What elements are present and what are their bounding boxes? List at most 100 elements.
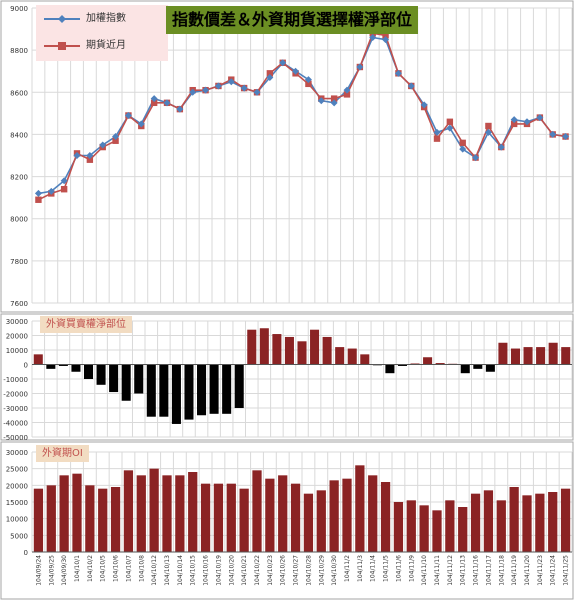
panel-frame-futures-oi: [0, 441, 574, 600]
x-tick-label: 104/10/14: [177, 555, 184, 586]
bar: [33, 354, 43, 365]
bar: [310, 329, 320, 365]
x-tick-label: 104/10/5: [100, 555, 107, 582]
data-point-series-2: [459, 139, 466, 147]
bar: [72, 473, 82, 552]
x-tick-label: 104/11/2: [344, 555, 351, 582]
x-tick-label: 104/11/24: [550, 555, 557, 586]
y-tick-label: 30000: [6, 449, 28, 457]
bar: [419, 505, 429, 552]
data-point-series-1: [536, 114, 544, 122]
bar: [435, 363, 445, 365]
bar: [355, 465, 365, 552]
data-point-series-1: [304, 76, 312, 84]
data-point-series-1: [549, 130, 557, 138]
bar: [123, 470, 134, 552]
bar: [33, 488, 44, 552]
bar: [222, 364, 232, 414]
bar: [197, 364, 207, 416]
bar: [226, 483, 236, 552]
data-point-series-1: [150, 95, 158, 103]
bar: [385, 364, 395, 374]
y-tick-label: 8200: [10, 174, 28, 182]
bar: [239, 488, 249, 552]
data-point-series-1: [279, 59, 287, 67]
x-tick-label: 104/10/27: [293, 555, 300, 586]
bar: [342, 478, 352, 552]
y-tick-label: -20000: [3, 391, 28, 399]
x-tick-label: 104/10/13: [164, 555, 171, 586]
data-point-series-1: [253, 88, 261, 96]
data-point-series-2: [433, 135, 441, 142]
x-tick-label: 104/10/8: [138, 555, 145, 582]
bar: [432, 510, 442, 552]
y-tick-label: 25000: [6, 466, 28, 474]
x-tick-label: 104/10/6: [113, 555, 120, 582]
y-tick-label: -30000: [3, 405, 28, 413]
bar: [329, 480, 339, 552]
data-point-series-1: [330, 99, 338, 107]
y-tick-label: 0: [24, 549, 28, 557]
bar: [410, 363, 420, 365]
legend-label-series-1: 加權指數: [86, 13, 126, 24]
bar: [445, 500, 455, 552]
bar: [171, 364, 181, 424]
y-tick-label: 8800: [10, 47, 28, 55]
bar: [297, 341, 307, 365]
panel-frame-index: [0, 0, 574, 313]
x-tick-label: 104/11/4: [370, 555, 377, 582]
legend: 加權指數 期貨近月: [36, 5, 168, 61]
data-point-series-1: [34, 189, 42, 197]
data-point-series-2: [330, 95, 338, 102]
data-point-series-1: [227, 78, 235, 86]
x-tick-label: 104/10/16: [203, 555, 210, 586]
bar: [184, 364, 194, 420]
bar: [548, 342, 558, 365]
bar: [59, 475, 69, 552]
bar: [46, 485, 56, 552]
x-tick-label: 104/09/24: [35, 555, 42, 586]
bar: [347, 348, 357, 365]
y-tick-label: 15000: [6, 499, 28, 507]
bar: [265, 478, 275, 552]
data-point-series-2: [60, 186, 68, 193]
bar: [290, 483, 301, 552]
y-tick-label: 30000: [6, 318, 28, 326]
y-tick-label: 20000: [6, 482, 28, 490]
bar: [406, 500, 416, 552]
data-point-series-1: [459, 145, 467, 153]
bar: [134, 364, 144, 394]
data-point-series-2: [35, 196, 42, 203]
x-tick-label: 104/10/23: [267, 555, 274, 586]
bar: [109, 364, 119, 393]
panel-title-net-position: 外資買賣權淨部位: [40, 316, 132, 333]
legend-swatch-series-2: [44, 42, 80, 50]
legend-label-series-2: 期貨近月: [86, 40, 126, 51]
data-point-series-1: [60, 177, 68, 185]
bar: [71, 364, 81, 372]
data-point-series-2: [485, 122, 492, 130]
y-tick-label: -50000: [3, 434, 28, 442]
bar: [483, 490, 494, 552]
data-point-series-1: [176, 105, 184, 113]
data-point-series-1: [382, 36, 390, 44]
bar: [209, 364, 219, 414]
bar: [159, 364, 169, 417]
data-point-series-2: [150, 99, 158, 107]
data-point-series-1: [73, 152, 81, 159]
x-tick-label: 104/10/2: [87, 555, 94, 582]
data-point-series-1: [266, 74, 274, 82]
y-tick-label: 8400: [10, 131, 28, 139]
bar: [498, 342, 508, 365]
bar: [380, 482, 391, 552]
bar: [303, 493, 314, 552]
data-point-series-1: [137, 120, 145, 128]
x-tick-label: 104/11/18: [498, 555, 505, 586]
series-line-2: [38, 32, 566, 201]
x-tick-label: 104/10/21: [241, 555, 248, 586]
x-tick-label: 104/10/15: [190, 555, 197, 586]
bar: [247, 329, 257, 365]
bar: [146, 364, 156, 417]
bar: [560, 488, 571, 552]
